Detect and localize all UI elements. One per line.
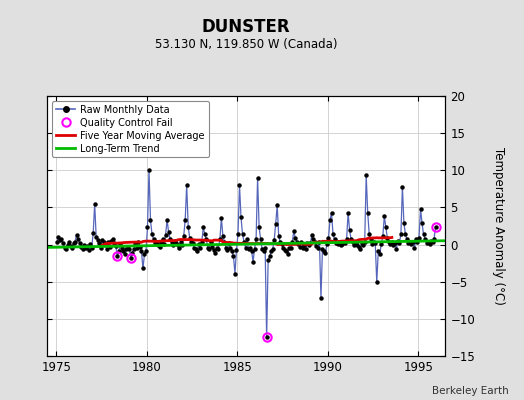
Y-axis label: Temperature Anomaly (°C): Temperature Anomaly (°C) [492,147,505,305]
Text: 53.130 N, 119.850 W (Canada): 53.130 N, 119.850 W (Canada) [155,38,337,51]
Text: Berkeley Earth: Berkeley Earth [432,386,508,396]
Text: DUNSTER: DUNSTER [202,18,291,36]
Legend: Raw Monthly Data, Quality Control Fail, Five Year Moving Average, Long-Term Tren: Raw Monthly Data, Quality Control Fail, … [52,101,209,157]
